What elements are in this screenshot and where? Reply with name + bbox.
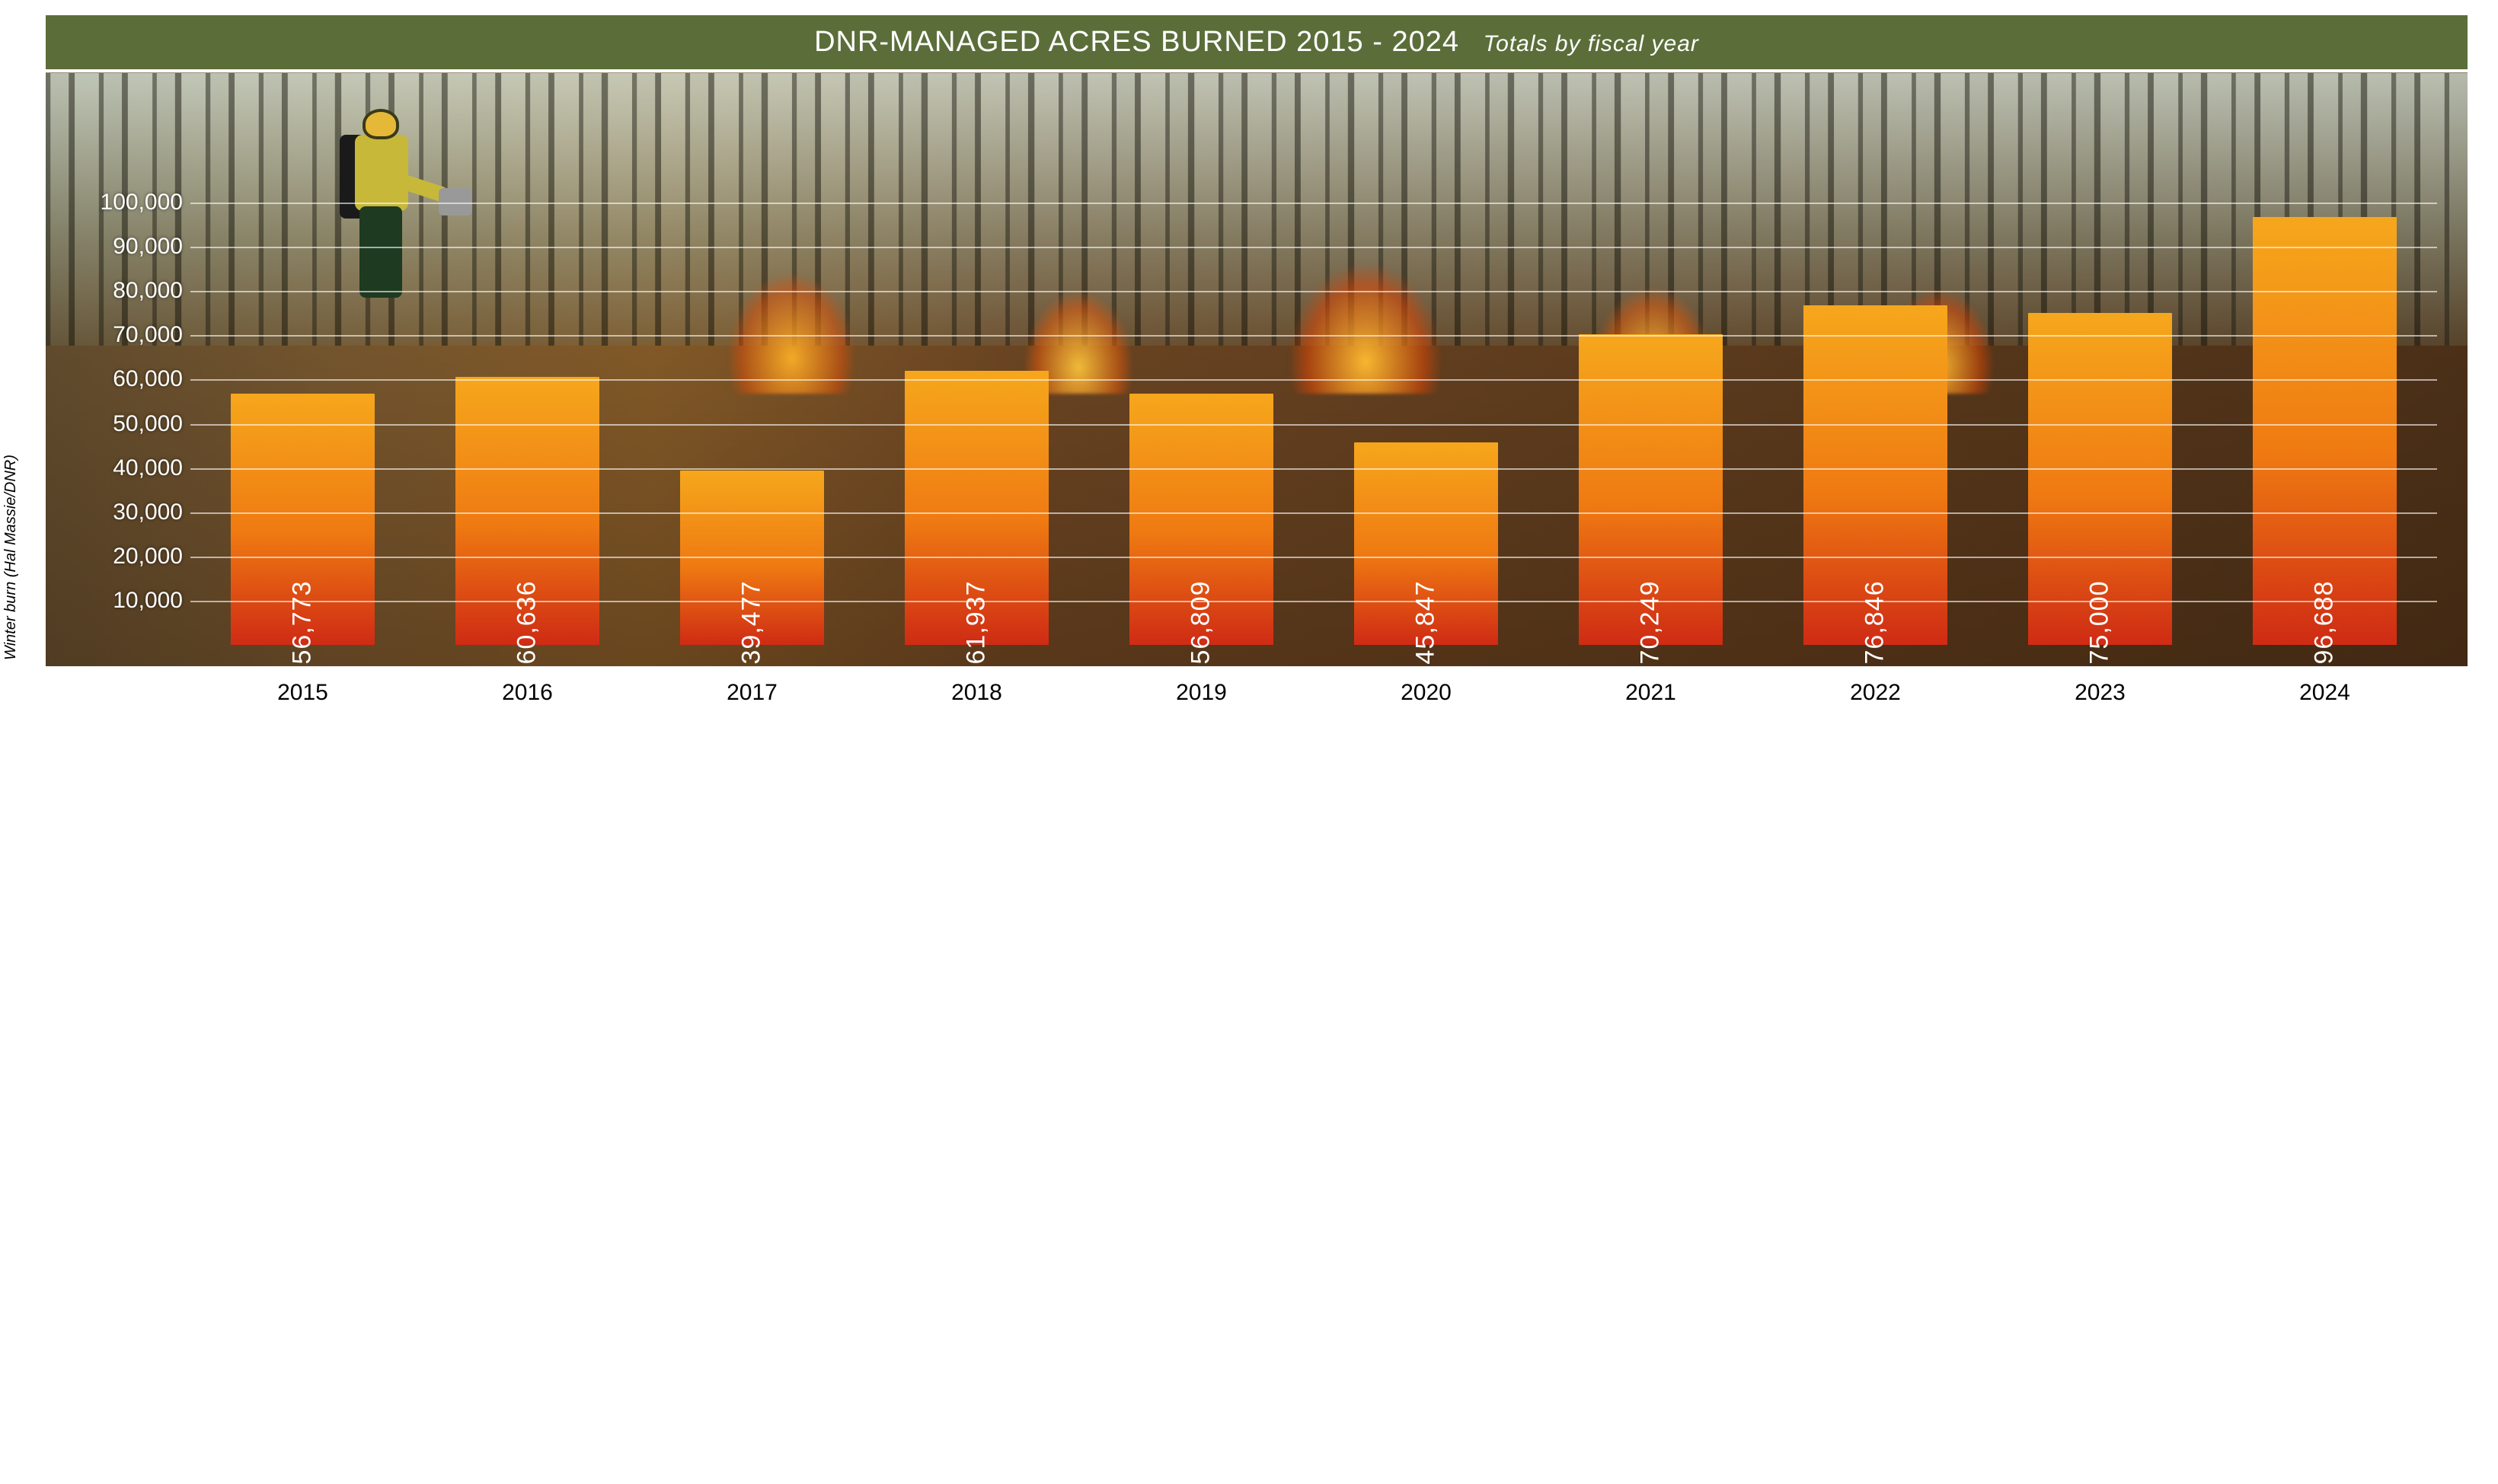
bar: 56,773 bbox=[231, 394, 375, 645]
x-tick-label: 2018 bbox=[864, 680, 1089, 706]
x-tick-label: 2019 bbox=[1089, 680, 1314, 706]
bar-value-label: 70,249 bbox=[1636, 581, 1666, 665]
y-tick-label: 90,000 bbox=[91, 234, 183, 260]
x-tick-label: 2017 bbox=[640, 680, 864, 706]
chart-wrap: Winter burn (Hal Massie/DNR) DNR-MANAGED… bbox=[46, 15, 2468, 706]
gridline bbox=[190, 512, 2437, 514]
bar-value-label: 60,636 bbox=[513, 581, 542, 665]
bar-value-label: 75,000 bbox=[2085, 581, 2115, 665]
photo-credit: Winter burn (Hal Massie/DNR) bbox=[2, 455, 20, 660]
gridline bbox=[190, 247, 2437, 248]
gridline bbox=[190, 557, 2437, 558]
title-bar: DNR-MANAGED ACRES BURNED 2015 - 2024 Tot… bbox=[46, 15, 2468, 72]
x-axis: 2015201620172018201920202021202220232024 bbox=[190, 680, 2437, 706]
gridline bbox=[190, 379, 2437, 381]
bar-value-label: 56,809 bbox=[1187, 581, 1216, 665]
x-tick-label: 2021 bbox=[1538, 680, 1763, 706]
bar-value-label: 61,937 bbox=[962, 581, 992, 665]
x-tick-label: 2015 bbox=[190, 680, 415, 706]
gridline bbox=[190, 203, 2437, 204]
x-tick-label: 2020 bbox=[1314, 680, 1538, 706]
bar: 61,937 bbox=[905, 371, 1049, 645]
chart-subtitle: Totals by fiscal year bbox=[1484, 31, 1699, 56]
chart-area: 56,773 60,636 39,477 61,937 56,809 45,847 70,2… bbox=[46, 72, 2468, 666]
gridline bbox=[190, 424, 2437, 426]
bar: 76,846 bbox=[1803, 305, 1947, 645]
x-tick-label: 2022 bbox=[1763, 680, 1988, 706]
bar-value-label: 76,846 bbox=[1861, 581, 1890, 665]
bar: 96,688 bbox=[2253, 217, 2397, 645]
bar: 75,000 bbox=[2028, 313, 2172, 645]
gridline bbox=[190, 468, 2437, 470]
chart-title: DNR-MANAGED ACRES BURNED 2015 - 2024 bbox=[814, 26, 1459, 58]
x-tick-label: 2016 bbox=[415, 680, 640, 706]
bar: 56,809 bbox=[1129, 394, 1273, 645]
y-tick-label: 50,000 bbox=[91, 411, 183, 437]
bar-value-label: 45,847 bbox=[1411, 581, 1441, 665]
x-tick-label: 2024 bbox=[2212, 680, 2437, 706]
y-tick-label: 20,000 bbox=[91, 544, 183, 570]
y-tick-label: 10,000 bbox=[91, 588, 183, 614]
bar: 60,636 bbox=[455, 377, 599, 645]
bar: 45,847 bbox=[1354, 442, 1498, 645]
bar-value-label: 96,688 bbox=[2310, 581, 2340, 665]
gridline bbox=[190, 601, 2437, 602]
y-tick-label: 80,000 bbox=[91, 278, 183, 304]
y-tick-label: 70,000 bbox=[91, 322, 183, 348]
bar-value-label: 39,477 bbox=[737, 581, 767, 665]
x-tick-label: 2023 bbox=[1988, 680, 2212, 706]
y-tick-label: 40,000 bbox=[91, 455, 183, 481]
y-tick-label: 100,000 bbox=[91, 190, 183, 215]
y-tick-label: 60,000 bbox=[91, 366, 183, 392]
gridline bbox=[190, 335, 2437, 337]
bar-value-label: 56,773 bbox=[288, 581, 318, 665]
plot-region: 56,77360,63639,47761,93756,80945,84770,2… bbox=[190, 203, 2437, 645]
y-tick-label: 30,000 bbox=[91, 499, 183, 525]
gridline bbox=[190, 291, 2437, 292]
